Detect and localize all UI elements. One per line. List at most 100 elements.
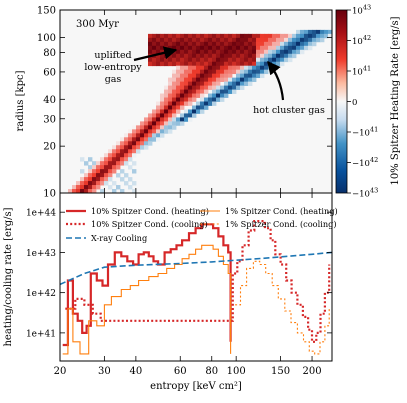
heatmap-cell: [216, 46, 220, 50]
heatmap-cell: [196, 94, 200, 98]
heatmap-cell: [232, 58, 236, 62]
heatmap-cell: [140, 129, 144, 133]
heatmap-cell: [180, 66, 184, 70]
heatmap-cell: [192, 98, 196, 102]
heatmap-cell: [224, 42, 228, 46]
heatmap-cell: [268, 34, 272, 38]
heatmap-cell: [172, 117, 176, 121]
heatmap-cell: [160, 117, 164, 121]
heatmap-cell: [304, 34, 308, 38]
heatmap-cell: [116, 173, 120, 177]
heatmap-cell: [140, 125, 144, 129]
heatmap-cell: [128, 185, 132, 189]
heatmap-cell: [280, 38, 284, 42]
heatmap-cell: [256, 42, 260, 46]
heatmap-cell: [208, 86, 212, 90]
heatmap-cell: [256, 66, 260, 70]
heatmap-cell: [216, 62, 220, 66]
heatmap-cell: [172, 125, 176, 129]
heatmap-cell: [236, 62, 240, 66]
heatmap-cell: [304, 38, 308, 42]
heatmap-cell: [108, 177, 112, 181]
heatmap-cell: [92, 177, 96, 181]
heatmap-cell: [180, 117, 184, 121]
heatmap-cell: [260, 50, 264, 54]
heatmap-cell: [264, 58, 268, 62]
heatmap-cell: [268, 38, 272, 42]
heatmap-cell: [156, 129, 160, 133]
heatmap-cell: [156, 34, 160, 38]
top-y-axis-label: radius [kpc]: [15, 70, 26, 131]
heatmap-cell: [204, 66, 208, 70]
heatmap-cell: [188, 102, 192, 106]
heatmap-cell: [216, 42, 220, 46]
heatmap-cell: [192, 42, 196, 46]
heatmap-cell: [192, 105, 196, 109]
heatmap-cell: [104, 165, 108, 169]
heatmap-cell: [104, 169, 108, 173]
heatmap-cell: [212, 46, 216, 50]
heatmap-cell: [260, 34, 264, 38]
heatmap-cell: [132, 169, 136, 173]
heatmap-cell: [148, 129, 152, 133]
heatmap-cell: [192, 86, 196, 90]
heatmap-cell: [192, 34, 196, 38]
heatmap-cell: [200, 90, 204, 94]
heatmap-cell: [180, 46, 184, 50]
heatmap-cell: [96, 181, 100, 185]
heatmap-cell: [156, 62, 160, 66]
heatmap-cell: [304, 30, 308, 34]
heatmap-cell: [188, 117, 192, 121]
heatmap-cell: [236, 70, 240, 74]
heatmap-cell: [172, 34, 176, 38]
heatmap-cell: [280, 46, 284, 50]
heatmap-cell: [156, 137, 160, 141]
heatmap-cell: [164, 129, 168, 133]
heatmap-cell: [232, 86, 236, 90]
heatmap-cell: [256, 70, 260, 74]
heatmap-cell: [228, 42, 232, 46]
heatmap-cell: [224, 62, 228, 66]
heatmap-cell: [136, 137, 140, 141]
heatmap-cell: [164, 113, 168, 117]
heatmap-cell: [228, 34, 232, 38]
heatmap-cell: [264, 38, 268, 42]
heatmap-cell: [212, 82, 216, 86]
time-annotation: 300 Myr: [76, 19, 119, 30]
heatmap-cell: [132, 137, 136, 141]
heatmap-cell: [288, 46, 292, 50]
heatmap-cell: [176, 42, 180, 46]
heatmap-cell: [224, 78, 228, 82]
heatmap-cell: [184, 74, 188, 78]
heatmap-cell: [240, 86, 244, 90]
heatmap-cell: [112, 169, 116, 173]
heatmap-cell: [172, 62, 176, 66]
heatmap-cell: [252, 38, 256, 42]
heatmap-cell: [312, 34, 316, 38]
heatmap-cell: [112, 157, 116, 161]
heatmap-cell: [132, 129, 136, 133]
heatmap-cell: [180, 50, 184, 54]
heatmap-cell: [152, 42, 156, 46]
heatmap-cell: [224, 70, 228, 74]
heatmap-cell: [188, 109, 192, 113]
heatmap-cell: [144, 137, 148, 141]
heatmap-cell: [132, 181, 136, 185]
heatmap-cell: [324, 30, 328, 34]
heatmap-cell: [216, 78, 220, 82]
heatmap-cell: [144, 125, 148, 129]
heatmap-cell: [300, 38, 304, 42]
heatmap-cell: [204, 50, 208, 54]
heatmap-cell: [184, 102, 188, 106]
heatmap-cell: [196, 82, 200, 86]
heatmap-cell: [148, 34, 152, 38]
heatmap-cell: [288, 42, 292, 46]
heatmap-cell: [272, 50, 276, 54]
heatmap-cell: [92, 169, 96, 173]
heatmap-cell: [236, 54, 240, 58]
heatmap-cell: [308, 42, 312, 46]
heatmap-cell: [296, 38, 300, 42]
heatmap-cell: [192, 70, 196, 74]
heatmap-cell: [192, 109, 196, 113]
heatmap-cell: [292, 34, 296, 38]
